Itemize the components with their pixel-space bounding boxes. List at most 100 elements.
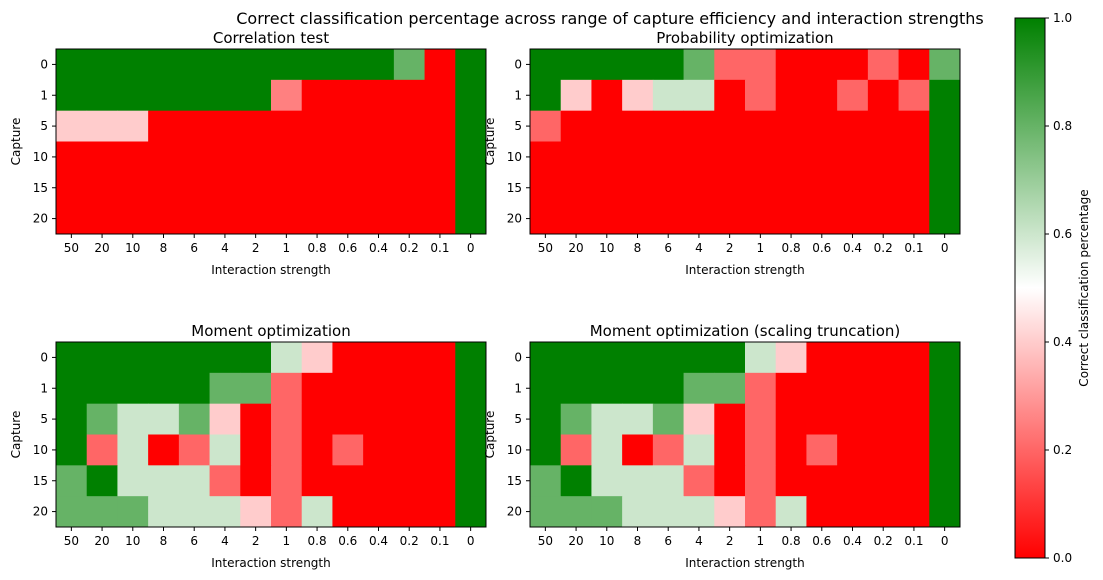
y-tick-label: 10 — [507, 443, 522, 457]
y-tick-label: 5 — [40, 119, 48, 133]
heatmap-cell — [591, 342, 623, 374]
heatmap-cell — [148, 110, 180, 142]
heatmap-cell — [148, 372, 180, 405]
heatmap-cell — [714, 141, 746, 173]
heatmap-cell — [209, 49, 241, 81]
heatmap-cell — [455, 49, 487, 81]
heatmap-cell — [929, 49, 961, 81]
heatmap-cell — [271, 141, 303, 173]
heatmap-cell — [424, 465, 456, 497]
heatmap-cell — [363, 141, 395, 173]
heatmap-cell — [714, 465, 746, 497]
heatmap-cell — [837, 403, 869, 435]
heatmap-cell — [837, 465, 869, 497]
heatmap-cell — [393, 403, 425, 435]
heatmap-cell — [806, 496, 838, 528]
heatmap-cell — [652, 403, 684, 435]
heatmap-cell — [714, 79, 746, 112]
x-tick-label: 4 — [695, 241, 703, 255]
heatmap-cell — [929, 403, 961, 435]
heatmap-cell — [209, 372, 241, 405]
heatmap-cell — [332, 49, 364, 81]
heatmap-cell — [591, 496, 623, 528]
heatmap-cell — [271, 465, 303, 497]
x-tick-label: 1 — [757, 534, 765, 548]
x-tick-label: 8 — [160, 241, 168, 255]
heatmap-cell — [86, 203, 118, 235]
colorbar-tick-label: 1.0 — [1053, 11, 1072, 25]
heatmap-cell — [867, 49, 899, 81]
heatmap-cell — [56, 79, 88, 112]
heatmap-cell — [898, 110, 930, 142]
heatmap-cell — [591, 372, 623, 405]
x-tick-label: 4 — [695, 534, 703, 548]
heatmap-cell — [560, 141, 592, 173]
heatmap-cell — [455, 342, 487, 374]
heatmap-cell — [148, 203, 180, 235]
x-tick-label: 0 — [941, 241, 949, 255]
heatmap-cell — [178, 110, 210, 142]
heatmap-cell — [745, 141, 777, 173]
heatmap-cell — [209, 203, 241, 235]
heatmap-cell — [301, 465, 333, 497]
heatmap-cell — [867, 79, 899, 112]
heatmap-cell — [117, 79, 149, 112]
x-tick-label: 6 — [190, 534, 198, 548]
heatmap-cell — [86, 141, 118, 173]
heatmap-cell — [393, 496, 425, 528]
x-tick-label: 0.2 — [874, 534, 893, 548]
heatmap-cell — [117, 49, 149, 81]
heatmap-cell — [56, 110, 88, 142]
heatmap-cell — [455, 465, 487, 497]
heatmap-cell — [393, 49, 425, 81]
heatmap-cell — [867, 110, 899, 142]
heatmap-cell — [178, 342, 210, 374]
panel-title: Probability optimization — [656, 29, 833, 47]
heatmap-cell — [745, 403, 777, 435]
y-tick-label: 0 — [514, 57, 522, 71]
heatmap-cell — [560, 203, 592, 235]
x-tick-label: 2 — [252, 241, 260, 255]
heatmap-cell — [455, 141, 487, 173]
heatmap-cell — [424, 403, 456, 435]
x-tick-label: 0.1 — [904, 241, 923, 255]
y-tick-label: 1 — [514, 88, 522, 102]
heatmap-cell — [560, 110, 592, 142]
heatmap-cell — [530, 203, 562, 235]
heatmap-cell — [806, 342, 838, 374]
heatmap-cell — [86, 79, 118, 112]
heatmap-cell — [240, 79, 272, 112]
heatmap-cell — [209, 434, 241, 466]
heatmap-cell — [806, 49, 838, 81]
x-tick-label: 0.8 — [782, 534, 801, 548]
heatmap-cell — [332, 434, 364, 466]
x-tick-label: 0.6 — [338, 241, 357, 255]
y-tick-label: 0 — [514, 350, 522, 364]
heatmap-cell — [332, 172, 364, 204]
heatmap-cell — [117, 172, 149, 204]
colorbar-tick-label: 0.6 — [1053, 227, 1072, 241]
heatmap-cell — [591, 203, 623, 235]
heatmap-cell — [393, 203, 425, 235]
heatmap-cell — [178, 203, 210, 235]
x-tick-label: 20 — [94, 534, 109, 548]
heatmap-cell — [929, 496, 961, 528]
heatmap-cell — [148, 465, 180, 497]
heatmap-cell — [929, 172, 961, 204]
heatmap-cell — [591, 110, 623, 142]
heatmap-cell — [271, 79, 303, 112]
heatmap-cell — [837, 372, 869, 405]
heatmap-cell — [117, 465, 149, 497]
heatmap-cell — [240, 141, 272, 173]
heatmap-panel: 50 20 10 8 6 4 2 1 0.8 0.6 0.4 0.2 0.1 0015101520Corr… — [9, 29, 487, 277]
x-tick-label: 10 — [599, 534, 614, 548]
heatmap-cell — [332, 372, 364, 405]
x-tick-label: 10 — [125, 534, 140, 548]
heatmap-cell — [56, 465, 88, 497]
x-tick-label: 20 — [94, 241, 109, 255]
heatmap-cell — [929, 465, 961, 497]
x-tick-label: 0.1 — [904, 534, 923, 548]
heatmap-cell — [363, 49, 395, 81]
panel-title: Moment optimization (scaling truncation) — [590, 322, 901, 340]
heatmap-cell — [178, 141, 210, 173]
